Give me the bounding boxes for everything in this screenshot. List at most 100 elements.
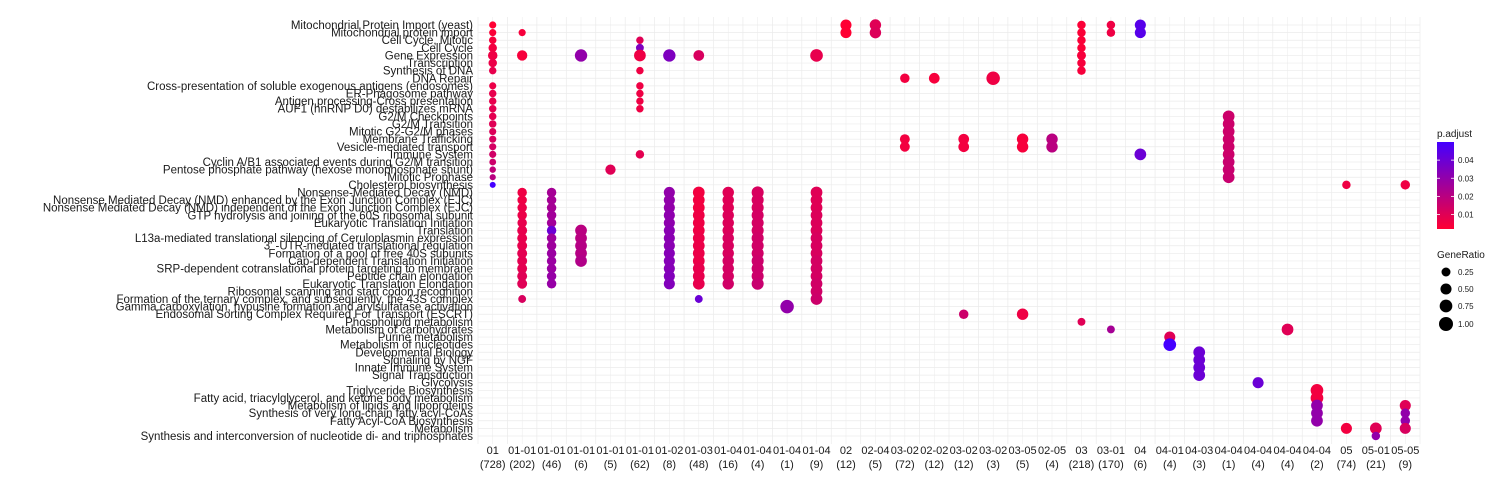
y-tick-label: G2/M Checkpoints: [378, 111, 473, 123]
data-point: [722, 278, 734, 290]
data-point: [489, 82, 497, 90]
p-adjust-legend: p.adjust 0.04 0.03 0.02 0.01: [1437, 129, 1474, 229]
x-tick-label: 01-01: [538, 445, 566, 457]
y-tick-label: Ribosomal scanning and start codon recog…: [228, 286, 473, 298]
x-tick-count: (4): [1251, 459, 1264, 471]
x-tick-count: (6): [1134, 459, 1147, 471]
x-tick-count: (2): [1310, 459, 1323, 471]
data-point: [900, 73, 910, 84]
data-point: [546, 248, 557, 259]
y-tick-label: Membrane Trafficking: [363, 134, 473, 146]
size-legend-dot: [1441, 267, 1451, 277]
data-point: [517, 195, 527, 205]
y-tick-label: Metabolism: [414, 423, 473, 435]
y-tick-label: Mitochondrial protein import: [331, 28, 474, 40]
x-tick-label: 03-02: [979, 445, 1007, 457]
data-point: [546, 279, 557, 289]
data-point: [546, 271, 557, 281]
x-tick-count: (62): [630, 459, 650, 471]
y-tick-label: Triglyceride Biosynthesis: [346, 385, 473, 397]
data-point: [635, 43, 644, 52]
y-tick-label: Immune System: [390, 149, 473, 161]
y-tick-label: Innate Immune System: [355, 363, 473, 375]
data-point: [751, 277, 764, 290]
y-tick-label: Mitotic G2-G2/M phases: [349, 127, 473, 139]
x-tick-label: 01-04: [773, 445, 801, 457]
data-point: [1371, 431, 1381, 441]
data-point: [899, 141, 910, 152]
data-point: [488, 43, 497, 53]
data-point: [663, 49, 676, 62]
data-point: [1252, 377, 1264, 389]
x-tick-count: (728): [480, 459, 506, 471]
x-tick-count: (21): [1366, 459, 1386, 471]
size-legend-label: 0.75: [1458, 302, 1474, 311]
x-tick-count: (4): [1281, 459, 1294, 471]
x-tick-count: (12): [954, 459, 974, 471]
data-point: [780, 299, 794, 314]
x-tick-count: (4): [751, 459, 764, 471]
data-points: [487, 19, 1411, 441]
y-tick-label: Fatty acid, triacylglycerol, and ketone …: [194, 393, 473, 405]
data-point: [810, 49, 823, 62]
colorbar-tick-label: 0.01: [1458, 211, 1474, 220]
data-point: [517, 202, 527, 213]
y-tick-label: L13a-mediated translational silencing of…: [135, 233, 473, 245]
data-point: [574, 49, 588, 62]
y-tick-label: Signal Transduction: [372, 370, 473, 382]
y-tick-label: SRP-dependent cotranslational protein ta…: [157, 264, 473, 276]
x-tick-count: (3): [1192, 459, 1205, 471]
data-point: [663, 202, 675, 214]
y-tick-label: Metabolism of lipids and lipoproteins: [288, 401, 474, 413]
x-tick-label: 02-04: [861, 445, 889, 457]
data-point: [1311, 414, 1323, 427]
data-point: [546, 187, 557, 198]
data-point: [636, 36, 644, 44]
data-point: [663, 270, 675, 282]
data-point: [517, 218, 527, 228]
size-legend-label: 0.50: [1458, 285, 1474, 294]
data-point: [1342, 180, 1351, 190]
y-tick-label: Antigen processing-Cross presentation: [275, 96, 473, 108]
size-legend-dot: [1439, 299, 1453, 313]
y-tick-label: Synthesis and interconversion of nucleot…: [141, 431, 474, 443]
data-point: [1340, 422, 1352, 434]
data-point: [516, 50, 528, 61]
x-tick-count: (4): [1163, 459, 1176, 471]
y-tick-label: Fatty Acyl-CoA Biosynthesis: [330, 416, 473, 428]
data-point: [692, 277, 705, 290]
x-tick-label: 05-01: [1362, 445, 1390, 457]
x-tick-label: 04-04: [1215, 445, 1243, 457]
x-tick-label: 03: [1075, 445, 1087, 457]
data-point: [1163, 338, 1177, 351]
y-tick-label: Gamma carboxylation, hypusine formation …: [116, 302, 473, 314]
y-tick-label: DNA Repair: [412, 73, 473, 85]
data-point: [1134, 27, 1146, 39]
size-legend-dot: [1439, 317, 1453, 331]
data-point: [546, 218, 557, 228]
x-tick-count: (1): [780, 459, 793, 471]
grid: [477, 17, 1421, 444]
y-tick-label: Signaling by NGF: [383, 355, 473, 367]
data-point: [1077, 20, 1086, 30]
x-tick-label: 04-04: [1244, 445, 1272, 457]
x-tick-count: (4): [1045, 459, 1058, 471]
p-adjust-legend-title: p.adjust: [1437, 129, 1472, 140]
x-tick-label: 01-01: [567, 445, 595, 457]
data-point: [663, 194, 675, 206]
data-point: [488, 120, 497, 128]
p-adjust-colorbar: [1437, 142, 1454, 229]
y-tick-label: G2/M Transition: [392, 119, 473, 131]
data-point: [488, 58, 497, 68]
data-point: [958, 133, 970, 145]
data-point: [694, 295, 703, 303]
y-tick-label: Glycolysis: [421, 378, 473, 390]
data-point: [546, 233, 557, 243]
size-legend-dot: [1440, 283, 1452, 295]
data-point: [488, 66, 497, 75]
x-tick-count: (5): [604, 459, 617, 471]
x-tick-count: (202): [509, 459, 535, 471]
data-point: [1076, 50, 1086, 60]
y-tick-label: Formation of the ternary complex, and su…: [117, 294, 474, 306]
size-legend-label: 1.00: [1458, 320, 1474, 329]
